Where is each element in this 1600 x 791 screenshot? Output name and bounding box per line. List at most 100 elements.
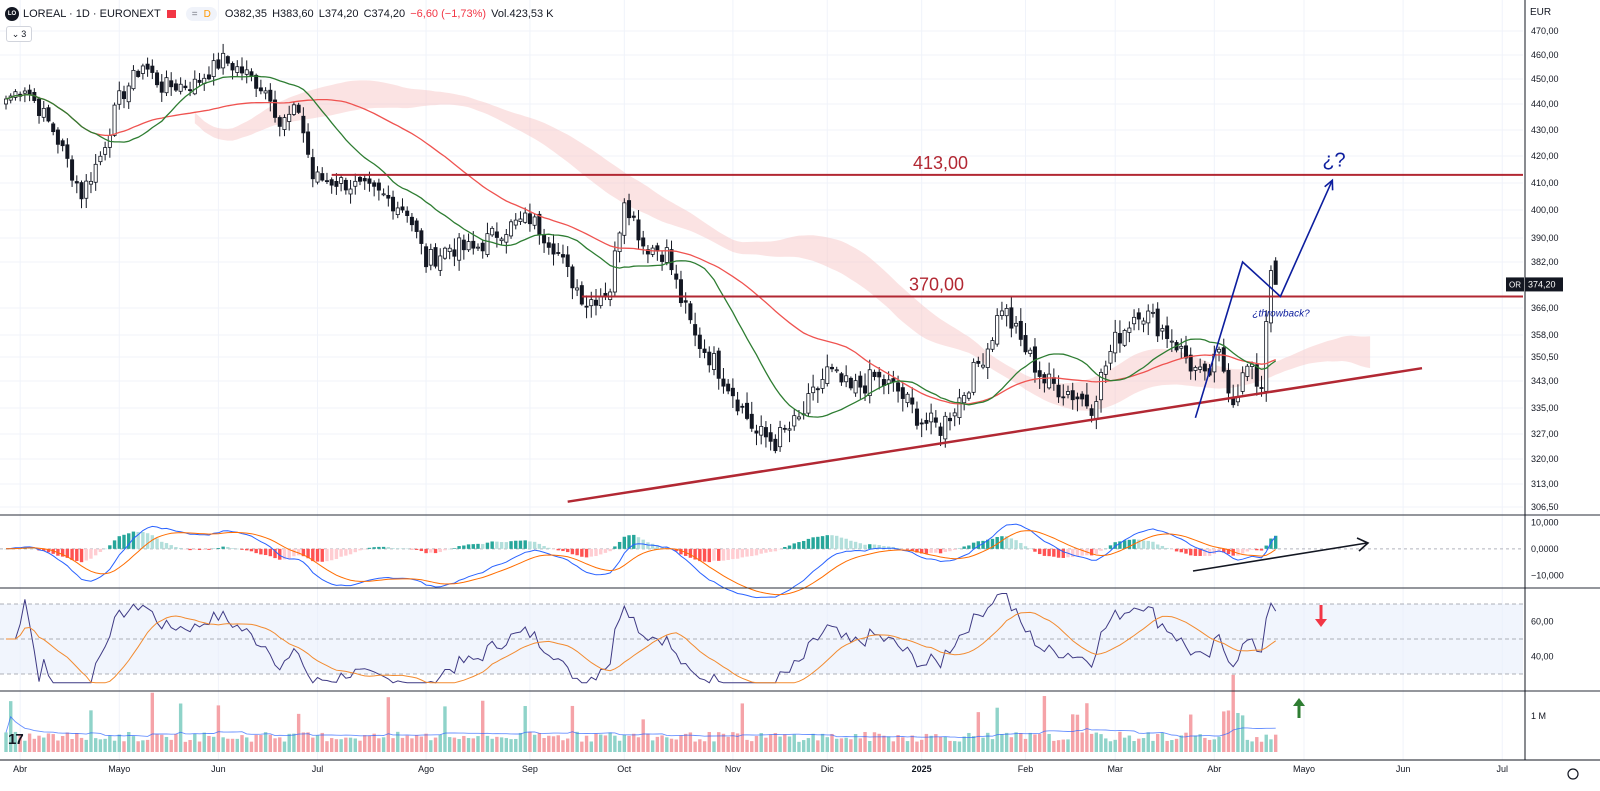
volume-bar: [1047, 733, 1051, 752]
volume-bar: [537, 733, 542, 752]
macd-hist-bar: [457, 546, 461, 549]
candle-body: [357, 176, 362, 182]
symbol-title[interactable]: LOREAL · 1D · EURONEXT: [23, 8, 161, 20]
currency-label[interactable]: EUR: [1530, 7, 1552, 18]
volume-bar: [835, 738, 839, 752]
candle-body: [1264, 321, 1269, 392]
candle-body: [1122, 330, 1127, 346]
volume-bar: [754, 736, 759, 752]
volume-bar: [580, 741, 584, 752]
macd-hist-bar: [537, 543, 542, 549]
volume-bar: [287, 733, 291, 752]
candle-body: [509, 221, 514, 237]
volume-bar: [320, 732, 324, 752]
candle-body: [726, 383, 731, 392]
indicators-toggle[interactable]: ⌄ 3: [6, 26, 32, 42]
volume-bar: [636, 737, 641, 752]
macd-hist-bar: [523, 540, 527, 549]
candle-body: [919, 422, 924, 425]
tradingview-logo-icon[interactable]: 17: [8, 731, 24, 748]
volume-bar: [801, 740, 806, 752]
volume-bar: [509, 739, 513, 752]
volume-axis-label: 1 M: [1531, 711, 1546, 721]
volume-bar: [1189, 714, 1193, 752]
volume-bar: [414, 735, 419, 752]
volume-bar: [131, 736, 136, 752]
macd-hist-bar: [636, 537, 641, 549]
macd-hist-bar: [1023, 546, 1028, 549]
candle-body: [948, 417, 953, 422]
arrow-head-icon: [1324, 178, 1334, 191]
macd-hist-bar: [447, 548, 452, 550]
moving-averages: [5, 75, 1277, 418]
candle-body: [155, 72, 160, 86]
macd-hist-bar: [924, 548, 929, 554]
macd-hist-bar: [306, 548, 310, 559]
candle-body: [641, 237, 646, 247]
candle-body: [768, 432, 773, 442]
volume-bar: [575, 731, 579, 752]
candle-body: [55, 129, 60, 145]
candle-body: [910, 397, 915, 405]
volume-bar: [877, 733, 881, 752]
volume-bar: [750, 741, 754, 752]
macd-axis-label: −10,000: [1531, 570, 1564, 580]
candle-body: [254, 74, 259, 89]
macd-hist-bar: [811, 537, 815, 549]
candle-body: [329, 179, 334, 186]
candle-body: [1047, 373, 1052, 389]
candle-body: [287, 113, 292, 122]
macd-hist-bar: [518, 540, 523, 549]
volume-bar: [268, 734, 273, 752]
macd-hist-bar: [863, 544, 867, 549]
macd-hist-bar: [433, 548, 438, 554]
candle-body: [324, 180, 329, 183]
settings-icon: [1567, 768, 1579, 780]
volume-bar: [1075, 714, 1080, 752]
candle-body: [1193, 367, 1198, 371]
volume-bar: [89, 710, 93, 752]
volume-bar: [1231, 674, 1235, 752]
volume-bar: [259, 735, 263, 752]
macd-hist-bar: [608, 548, 612, 552]
volume-bar: [1004, 732, 1009, 752]
volume-bar: [377, 738, 381, 752]
macd-hist-bar: [358, 548, 362, 551]
candle-body: [1117, 333, 1122, 344]
macd-hist-bar: [65, 548, 70, 558]
annotations[interactable]: 413,00 370,00 ¿? ¿throwback?: [331, 149, 1523, 503]
volume-bar: [740, 703, 745, 752]
candle-body: [60, 140, 65, 147]
volume-bar: [863, 731, 867, 752]
macd-hist-bar: [1146, 540, 1150, 549]
macd-hist-bar: [1198, 548, 1202, 556]
candle-body: [1136, 312, 1141, 320]
macd-hist-bar: [348, 548, 353, 555]
time-axis-label: Mayo: [108, 764, 130, 774]
candle-body: [924, 419, 929, 424]
macd-hist-bar: [75, 548, 79, 561]
macd-hist-bar: [1127, 539, 1132, 549]
symbol-logo[interactable]: LO: [5, 7, 19, 21]
price-tag-source: [1506, 277, 1524, 292]
volume-bar: [948, 740, 952, 752]
volume-bar: [1203, 737, 1207, 752]
macd-hist-bar: [735, 548, 740, 559]
last-price-value: 374,20: [1528, 279, 1556, 289]
volume-bar: [660, 735, 664, 752]
volume-bar: [830, 733, 834, 752]
volume-bar: [226, 738, 230, 752]
rsi-axis-label: 60,00: [1531, 617, 1554, 627]
candle-body: [46, 107, 51, 122]
macd-hist-bar: [1122, 540, 1127, 549]
flag-icon[interactable]: [166, 10, 176, 18]
candle-body: [1066, 391, 1071, 395]
volume-bar: [363, 735, 367, 752]
candle-body: [494, 231, 499, 238]
market-status[interactable]: = D: [185, 7, 217, 21]
candle-body: [131, 69, 136, 90]
volume-bar: [447, 737, 452, 752]
macd-hist-bar: [617, 541, 622, 549]
